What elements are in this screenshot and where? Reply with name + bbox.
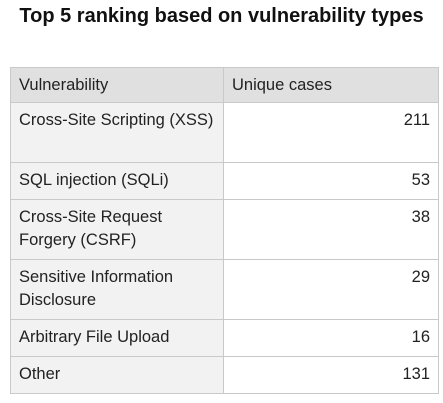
vulnerability-cell: Cross-Site Request Forgery (CSRF) [10,199,224,260]
column-header-unique-cases: Unique cases [223,67,439,103]
vulnerability-cell: SQL injection (SQLi) [10,162,224,200]
table-row: Cross-Site Request Forgery (CSRF) 38 [10,199,439,260]
table-row: SQL injection (SQLi) 53 [10,162,439,200]
table-row: Arbitrary File Upload 16 [10,319,439,357]
vulnerability-cell: Sensitive Information Disclosure [10,259,224,320]
unique-cases-cell: 16 [223,319,439,357]
unique-cases-cell: 211 [223,102,439,163]
vulnerability-cell: Arbitrary File Upload [10,319,224,357]
unique-cases-cell: 38 [223,199,439,260]
table-header-row: Vulnerability Unique cases [10,67,439,103]
vulnerability-cell: Other [10,356,224,394]
unique-cases-cell: 53 [223,162,439,200]
table-row: Sensitive Information Disclosure 29 [10,259,439,320]
unique-cases-cell: 29 [223,259,439,320]
vulnerability-ranking-table: Vulnerability Unique cases Cross-Site Sc… [10,67,439,394]
unique-cases-cell: 131 [223,356,439,394]
table-row: Cross-Site Scripting (XSS) 211 [10,102,439,163]
vulnerability-cell: Cross-Site Scripting (XSS) [10,102,224,163]
page-title: Top 5 ranking based on vulnerability typ… [19,5,424,27]
table-row: Other 131 [10,356,439,394]
column-header-vulnerability: Vulnerability [10,67,224,103]
